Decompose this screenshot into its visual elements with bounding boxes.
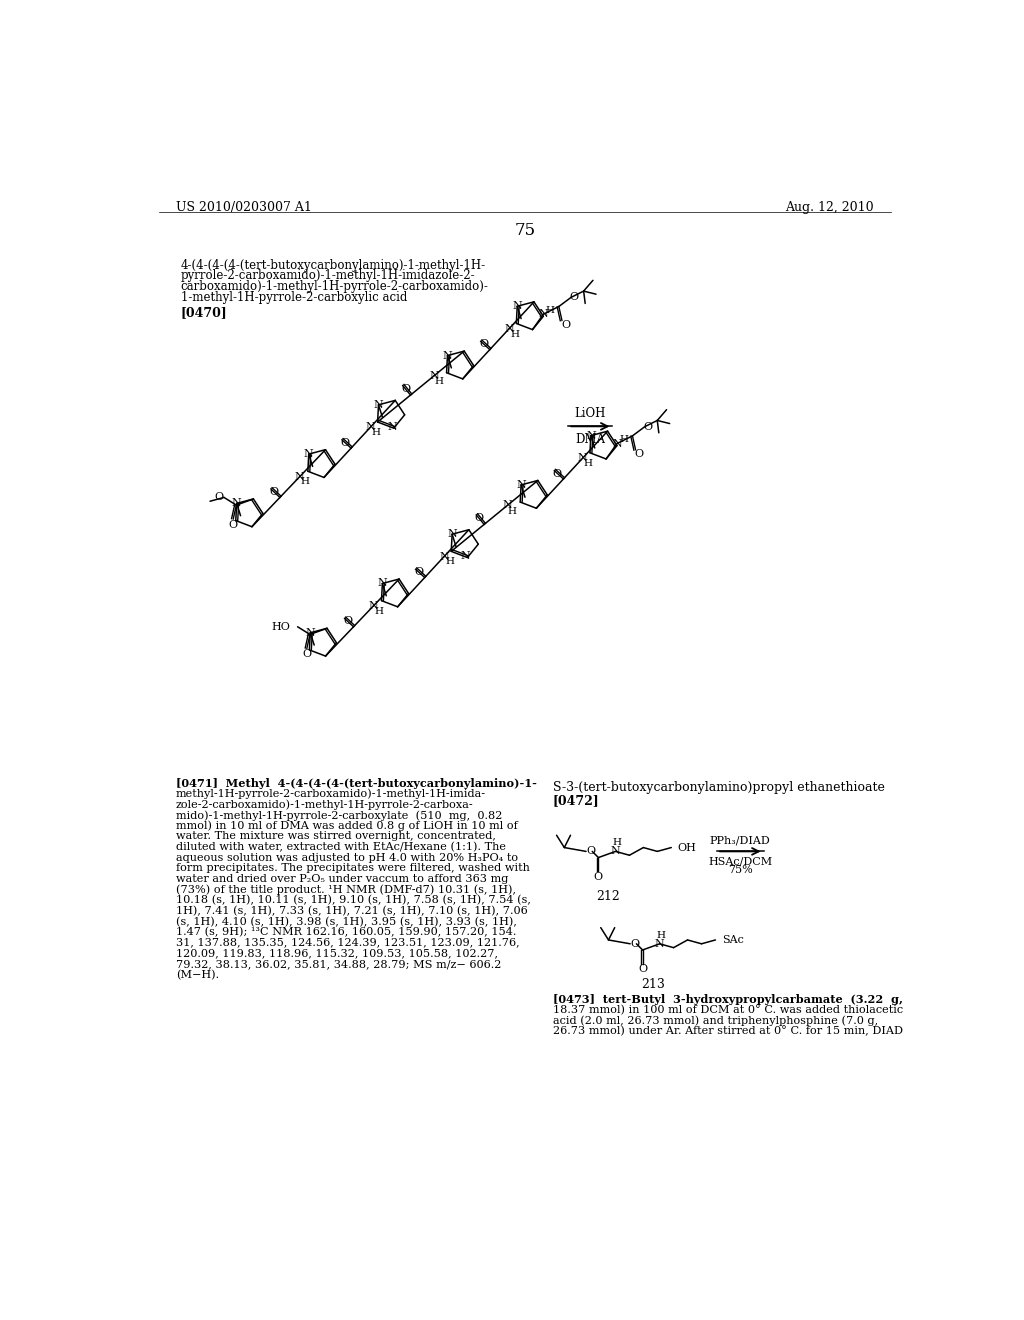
Text: O: O bbox=[586, 846, 595, 857]
Text: water. The mixture was stirred overnight, concentrated,: water. The mixture was stirred overnight… bbox=[176, 832, 496, 841]
Text: form precipitates. The precipitates were filtered, washed with: form precipitates. The precipitates were… bbox=[176, 863, 530, 874]
Text: PPh₃/DIAD: PPh₃/DIAD bbox=[710, 836, 771, 845]
Text: 1H), 7.41 (s, 1H), 7.33 (s, 1H), 7.21 (s, 1H), 7.10 (s, 1H), 7.06: 1H), 7.41 (s, 1H), 7.33 (s, 1H), 7.21 (s… bbox=[176, 906, 527, 916]
Text: N: N bbox=[447, 529, 457, 539]
Text: water and dried over P₂O₅ under vaccum to afford 363 mg: water and dried over P₂O₅ under vaccum t… bbox=[176, 874, 509, 884]
Text: N: N bbox=[429, 371, 438, 381]
Text: O: O bbox=[631, 939, 639, 949]
Text: O: O bbox=[228, 520, 238, 531]
Text: O: O bbox=[635, 449, 644, 459]
Text: 120.09, 119.83, 118.96, 115.32, 109.53, 105.58, 102.27,: 120.09, 119.83, 118.96, 115.32, 109.53, … bbox=[176, 948, 498, 958]
Text: 1.47 (s, 9H); ¹³C NMR 162.16, 160.05, 159.90, 157.20, 154.: 1.47 (s, 9H); ¹³C NMR 162.16, 160.05, 15… bbox=[176, 927, 516, 937]
Text: N: N bbox=[369, 601, 378, 611]
Text: N: N bbox=[295, 471, 304, 482]
Text: O: O bbox=[479, 339, 488, 350]
Text: 18.37 mmol) in 100 ml of DCM at 0° C. was added thiolacetic: 18.37 mmol) in 100 ml of DCM at 0° C. wa… bbox=[553, 1005, 903, 1015]
Text: H: H bbox=[434, 378, 443, 387]
Text: N: N bbox=[366, 422, 375, 433]
Text: H: H bbox=[508, 507, 517, 516]
Text: HO: HO bbox=[271, 622, 290, 632]
Text: (73%) of the title product. ¹H NMR (DMF-d7) 10.31 (s, 1H),: (73%) of the title product. ¹H NMR (DMF-… bbox=[176, 884, 516, 895]
Text: carboxamido)-1-methyl-1H-pyrrole-2-carboxamido)-: carboxamido)-1-methyl-1H-pyrrole-2-carbo… bbox=[180, 280, 488, 293]
Text: methyl-1H-pyrrole-2-carboxamido)-1-methyl-1H-imida-: methyl-1H-pyrrole-2-carboxamido)-1-methy… bbox=[176, 789, 486, 800]
Text: aqueous solution was adjusted to pH 4.0 with 20% H₃PO₄ to: aqueous solution was adjusted to pH 4.0 … bbox=[176, 853, 518, 863]
Text: O: O bbox=[414, 568, 423, 577]
Text: mido)-1-methyl-1H-pyrrole-2-carboxylate  (510  mg,  0.82: mido)-1-methyl-1H-pyrrole-2-carboxylate … bbox=[176, 810, 503, 821]
Text: H: H bbox=[612, 838, 622, 847]
Text: N: N bbox=[610, 846, 621, 857]
Text: H: H bbox=[375, 607, 383, 616]
Text: O: O bbox=[638, 964, 647, 974]
Text: H: H bbox=[510, 330, 519, 338]
Text: 1-methyl-1H-pyrrole-2-carboxylic acid: 1-methyl-1H-pyrrole-2-carboxylic acid bbox=[180, 290, 408, 304]
Text: zole-2-carboxamido)-1-methyl-1H-pyrrole-2-carboxa-: zole-2-carboxamido)-1-methyl-1H-pyrrole-… bbox=[176, 800, 474, 810]
Text: HSAc/DCM: HSAc/DCM bbox=[709, 857, 772, 866]
Text: N: N bbox=[305, 628, 315, 638]
Text: N: N bbox=[231, 499, 242, 508]
Text: H: H bbox=[546, 306, 555, 315]
Text: [0473]  tert-Butyl  3-hydroxypropylcarbamate  (3.22  g,: [0473] tert-Butyl 3-hydroxypropylcarbama… bbox=[553, 994, 903, 1005]
Text: H: H bbox=[301, 478, 310, 487]
Text: mmol) in 10 ml of DMA was added 0.8 g of LiOH in 10 ml of: mmol) in 10 ml of DMA was added 0.8 g of… bbox=[176, 821, 518, 832]
Text: 212: 212 bbox=[597, 890, 621, 903]
Text: N: N bbox=[461, 550, 471, 561]
Text: O: O bbox=[569, 292, 579, 302]
Text: N: N bbox=[516, 480, 526, 490]
Text: DMA: DMA bbox=[575, 433, 605, 446]
Text: 31, 137.88, 135.35, 124.56, 124.39, 123.51, 123.09, 121.76,: 31, 137.88, 135.35, 124.56, 124.39, 123.… bbox=[176, 937, 519, 948]
Text: H: H bbox=[584, 459, 593, 467]
Text: H: H bbox=[372, 428, 381, 437]
Text: N: N bbox=[387, 421, 397, 432]
Text: O: O bbox=[594, 871, 603, 882]
Text: pyrrole-2-carboxamido)-1-methyl-1H-imidazole-2-: pyrrole-2-carboxamido)-1-methyl-1H-imida… bbox=[180, 269, 475, 282]
Text: O: O bbox=[269, 487, 279, 498]
Text: 4-(4-(4-(4-(tert-butoxycarbonylamino)-1-methyl-1H-: 4-(4-(4-(4-(tert-butoxycarbonylamino)-1-… bbox=[180, 259, 485, 272]
Text: N: N bbox=[578, 453, 588, 463]
Text: O: O bbox=[475, 513, 484, 523]
Text: [0472]: [0472] bbox=[553, 793, 599, 807]
Text: O: O bbox=[553, 469, 562, 479]
Text: (M−H).: (M−H). bbox=[176, 969, 219, 979]
Text: OH: OH bbox=[678, 842, 696, 853]
Text: US 2010/0203007 A1: US 2010/0203007 A1 bbox=[176, 201, 312, 214]
Text: O: O bbox=[561, 319, 570, 330]
Text: O: O bbox=[643, 421, 652, 432]
Text: O: O bbox=[401, 384, 411, 393]
Text: N: N bbox=[442, 351, 453, 360]
Text: O: O bbox=[343, 616, 352, 627]
Text: N: N bbox=[374, 400, 383, 409]
Text: N: N bbox=[654, 939, 665, 949]
Text: O: O bbox=[302, 649, 311, 660]
Text: N: N bbox=[512, 301, 522, 312]
Text: N: N bbox=[504, 323, 514, 334]
Text: [0470]: [0470] bbox=[180, 306, 227, 319]
Text: LiOH: LiOH bbox=[574, 407, 606, 420]
Text: N: N bbox=[503, 500, 512, 511]
Text: N: N bbox=[439, 552, 449, 562]
Text: diluted with water, extracted with EtAc/Hexane (1:1). The: diluted with water, extracted with EtAc/… bbox=[176, 842, 506, 853]
Text: 213: 213 bbox=[641, 978, 666, 991]
Text: H: H bbox=[656, 931, 666, 940]
Text: N: N bbox=[586, 430, 596, 441]
Text: H: H bbox=[445, 557, 454, 566]
Text: 26.73 mmol) under Ar. After stirred at 0° C. for 15 min, DIAD: 26.73 mmol) under Ar. After stirred at 0… bbox=[553, 1026, 903, 1036]
Text: 75%: 75% bbox=[728, 866, 753, 875]
Text: Aug. 12, 2010: Aug. 12, 2010 bbox=[785, 201, 873, 214]
Text: N: N bbox=[612, 438, 622, 449]
Text: [0471]  Methyl  4-(4-(4-(4-(tert-butoxycarbonylamino)-1-: [0471] Methyl 4-(4-(4-(4-(tert-butoxycar… bbox=[176, 779, 537, 789]
Text: N: N bbox=[378, 578, 387, 589]
Text: H: H bbox=[620, 436, 629, 445]
Text: N: N bbox=[304, 449, 313, 459]
Text: N: N bbox=[539, 309, 548, 319]
Text: acid (2.0 ml, 26.73 mmol) and triphenylphosphine (7.0 g,: acid (2.0 ml, 26.73 mmol) and triphenylp… bbox=[553, 1015, 878, 1026]
Text: 79.32, 38.13, 36.02, 35.81, 34.88, 28.79; MS m/z− 606.2: 79.32, 38.13, 36.02, 35.81, 34.88, 28.79… bbox=[176, 958, 502, 969]
Text: S-3-(tert-butoxycarbonylamino)propyl ethanethioate: S-3-(tert-butoxycarbonylamino)propyl eth… bbox=[553, 780, 885, 793]
Text: O: O bbox=[215, 492, 224, 503]
Text: SAc: SAc bbox=[722, 935, 743, 945]
Text: 10.18 (s, 1H), 10.11 (s, 1H), 9.10 (s, 1H), 7.58 (s, 1H), 7.54 (s,: 10.18 (s, 1H), 10.11 (s, 1H), 9.10 (s, 1… bbox=[176, 895, 530, 906]
Text: O: O bbox=[340, 438, 349, 447]
Text: (s, 1H), 4.10 (s, 1H), 3.98 (s, 1H), 3.95 (s, 1H), 3.93 (s, 1H),: (s, 1H), 4.10 (s, 1H), 3.98 (s, 1H), 3.9… bbox=[176, 916, 517, 927]
Text: 75: 75 bbox=[514, 222, 536, 239]
